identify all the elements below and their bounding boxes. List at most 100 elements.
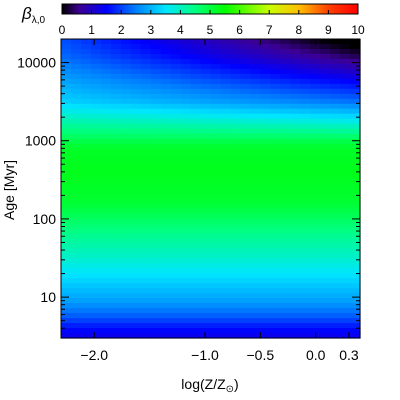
heatmap-cell — [210, 98, 222, 105]
heatmap-cell — [190, 158, 202, 165]
y-axis-tick-label: 10000 — [17, 55, 56, 71]
heatmap-cell — [200, 233, 212, 239]
heatmap-cell — [250, 168, 261, 175]
heatmap-cell — [260, 323, 271, 329]
heatmap-cell — [270, 63, 281, 70]
heatmap-cell — [190, 248, 202, 254]
heatmap-cell — [270, 48, 281, 55]
heatmap-cell — [160, 223, 172, 229]
heatmap-cell — [61, 203, 72, 210]
heatmap-cell — [300, 313, 311, 319]
heatmap-cell — [310, 213, 321, 219]
heatmap-cell — [260, 298, 271, 304]
heatmap-cell — [130, 208, 142, 215]
heatmap-cell — [300, 228, 311, 234]
heatmap-cell — [61, 208, 72, 215]
heatmap-cell — [120, 133, 132, 140]
heatmap-cell — [250, 268, 261, 274]
heatmap-cell — [160, 43, 172, 50]
heatmap-cell — [350, 243, 361, 249]
heatmap-cell — [250, 198, 261, 205]
heatmap-cell — [260, 98, 271, 105]
heatmap-cell — [310, 283, 321, 289]
heatmap-cell — [140, 183, 152, 190]
heatmap-cell — [220, 198, 232, 205]
heatmap-cell — [310, 63, 321, 70]
heatmap-cell — [170, 268, 182, 274]
heatmap-cell — [140, 313, 152, 319]
heatmap-cell — [340, 63, 351, 70]
heatmap-cell — [100, 39, 112, 45]
heatmap-cell — [190, 188, 202, 195]
heatmap-cell — [200, 333, 212, 339]
heatmap-cell — [210, 158, 222, 165]
heatmap-cell — [170, 223, 182, 229]
heatmap-cell — [350, 53, 361, 60]
heatmap-cell — [320, 58, 331, 65]
heatmap-cell — [200, 133, 212, 140]
heatmap-cell — [120, 278, 132, 284]
heatmap-cell — [350, 78, 361, 85]
heatmap-cell — [230, 63, 241, 70]
heatmap-cell — [90, 228, 102, 234]
x-axis-tick-label: −0.5 — [247, 347, 275, 363]
heatmap-cell — [260, 178, 271, 185]
heatmap-cell — [210, 313, 222, 319]
heatmap-cell — [250, 318, 261, 324]
heatmap-cell — [80, 88, 92, 95]
heatmap-cell — [330, 238, 341, 244]
heatmap-cell — [140, 63, 152, 70]
heatmap-cell — [140, 128, 152, 135]
heatmap-cell — [100, 218, 112, 224]
heatmap-cell — [190, 313, 202, 319]
heatmap-cell — [270, 178, 281, 185]
heatmap-cell — [70, 178, 82, 185]
heatmap-cell — [290, 233, 301, 239]
heatmap-cell — [320, 113, 331, 120]
heatmap-cell — [320, 328, 331, 334]
heatmap-cell — [310, 248, 321, 254]
heatmap-cell — [330, 258, 341, 264]
heatmap-cell — [160, 328, 172, 334]
heatmap-cell — [310, 143, 321, 150]
heatmap-cell — [270, 333, 281, 339]
heatmap-cell — [130, 223, 142, 229]
heatmap-cell — [80, 148, 92, 155]
heatmap-cell — [100, 293, 112, 299]
heatmap-cell — [140, 298, 152, 304]
heatmap-cell — [120, 168, 132, 175]
heatmap-cell — [140, 303, 152, 309]
heatmap-cell — [160, 208, 172, 215]
heatmap-cell — [80, 258, 92, 264]
heatmap-cell — [220, 88, 232, 95]
heatmap-cell — [140, 243, 152, 249]
heatmap-cell — [220, 323, 232, 329]
heatmap-cell — [310, 198, 321, 205]
heatmap-cell — [70, 313, 82, 319]
heatmap-cell — [140, 138, 152, 145]
heatmap-cell — [180, 138, 192, 145]
heatmap-cell — [130, 198, 142, 205]
heatmap-cell — [160, 73, 172, 80]
heatmap-cell — [100, 198, 112, 205]
heatmap-cell — [190, 93, 202, 100]
heatmap-cell — [260, 68, 271, 75]
heatmap-cell — [110, 258, 122, 264]
heatmap-cell — [270, 203, 281, 210]
heatmap-cell — [280, 238, 291, 244]
x-axis-tick-label: −2.0 — [80, 347, 108, 363]
heatmap-cell — [90, 123, 102, 130]
heatmap-cell — [240, 208, 251, 215]
heatmap-cell — [290, 258, 301, 264]
heatmap-cell — [250, 203, 261, 210]
heatmap-cell — [180, 198, 192, 205]
heatmap-cell — [290, 48, 301, 55]
heatmap-cell — [310, 188, 321, 195]
heatmap-cell — [190, 218, 202, 224]
heatmap-cell — [330, 198, 341, 205]
heatmap-cell — [300, 283, 311, 289]
heatmap-cell — [170, 73, 182, 80]
heatmap-cell — [150, 88, 162, 95]
heatmap-cell — [80, 63, 92, 70]
heatmap-cell — [220, 73, 232, 80]
